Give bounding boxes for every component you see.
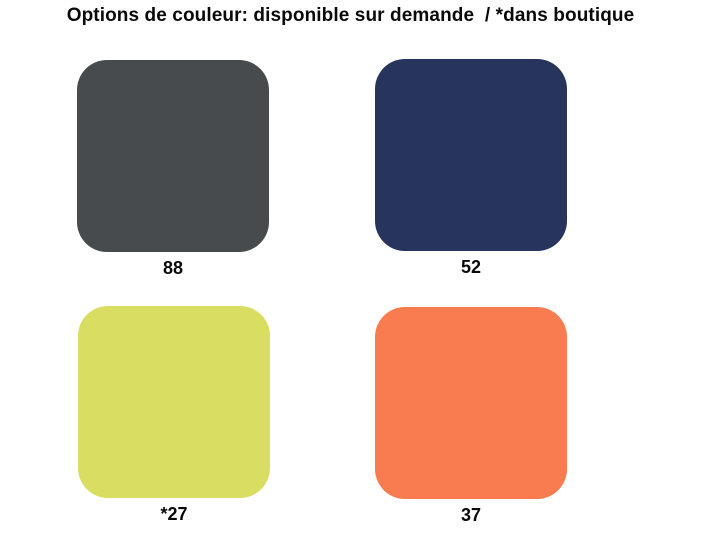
color-swatch-cell: 88 (77, 60, 269, 279)
color-swatch-cell: 37 (375, 307, 567, 526)
color-swatch (77, 60, 269, 252)
color-swatch-cell: *27 (78, 306, 270, 525)
color-swatch (375, 59, 567, 251)
color-swatch-cell: 52 (375, 59, 567, 278)
color-swatch-label: 37 (460, 505, 482, 525)
color-swatch-label: 88 (162, 258, 184, 278)
color-swatch (375, 307, 567, 499)
color-swatch-label: *27 (160, 504, 188, 524)
page-title: Options de couleur: disponible sur deman… (66, 5, 635, 26)
color-swatch-label: 52 (460, 257, 482, 277)
color-swatch (78, 306, 270, 498)
